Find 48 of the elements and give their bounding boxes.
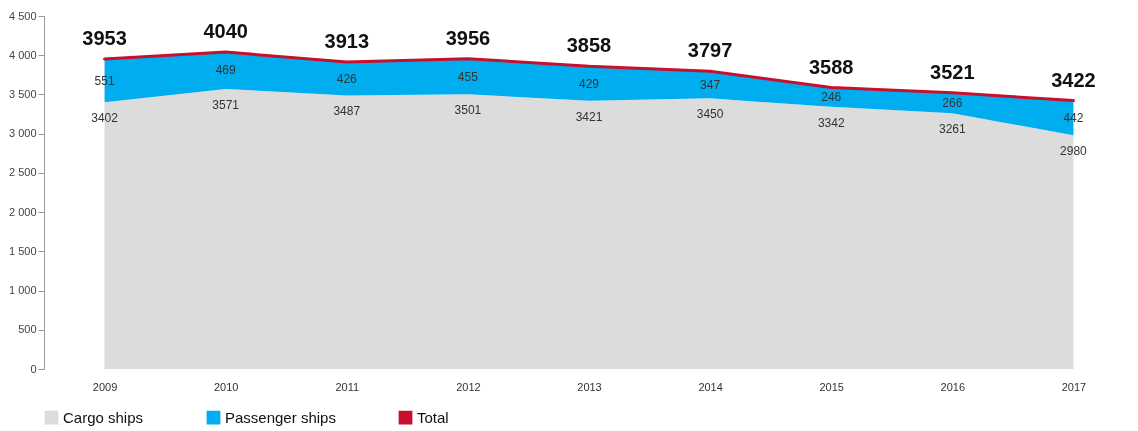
data-label: 551 [94,73,115,88]
x-tick-label: 2009 [92,380,118,393]
x-tick-label: 2010 [213,380,239,393]
data-label: 3501 [454,103,482,118]
data-label: 4040 [203,20,248,43]
data-label: 3487 [333,104,361,119]
data-label: 3588 [808,55,854,78]
data-label: 455 [457,69,479,84]
data-label: 426 [336,71,358,86]
x-tick-label: 2015 [819,380,844,393]
y-tick-label: 4 000 [8,48,37,61]
legend-label: Total [417,408,449,426]
y-tick-label: 0 [30,362,37,375]
data-label: 3953 [82,26,127,49]
data-label: 3956 [445,26,491,49]
data-label: 246 [821,90,842,105]
legend-label: Cargo ships [63,408,144,426]
y-tick-label: 1 000 [8,284,37,297]
data-label: 3797 [687,39,733,62]
y-tick-label: 3 000 [8,127,37,140]
data-label: 3421 [575,109,603,124]
data-label: 3450 [696,107,724,122]
y-tick-label: 2 000 [8,205,37,218]
data-label: 3913 [324,30,370,53]
data-label: 347 [700,77,721,92]
y-tick-label: 3 500 [8,87,37,100]
data-label: 3422 [1051,68,1096,91]
y-tick-label: 4 500 [8,9,37,22]
x-tick-label: 2014 [698,380,723,393]
data-label: 469 [215,63,236,78]
legend-label: Passenger ships [225,408,336,426]
x-tick-label: 2013 [577,380,602,393]
data-label: 3521 [930,60,975,83]
x-tick-label: 2011 [335,380,360,393]
data-label: 2980 [1060,144,1088,159]
x-tick-label: 2012 [456,380,481,393]
data-label: 3342 [817,115,845,130]
data-label: 266 [942,95,963,110]
x-tick-label: 2017 [1061,380,1087,393]
x-tick-label: 2016 [940,380,966,393]
data-label: 3261 [938,122,966,137]
data-label: 3858 [566,34,612,57]
data-label: 3571 [212,97,240,112]
data-label: 429 [578,76,600,91]
y-tick-label: 2 500 [8,166,37,179]
y-tick-label: 500 [18,323,37,336]
data-label: 3402 [91,111,119,126]
y-tick-label: 1 500 [8,244,37,257]
